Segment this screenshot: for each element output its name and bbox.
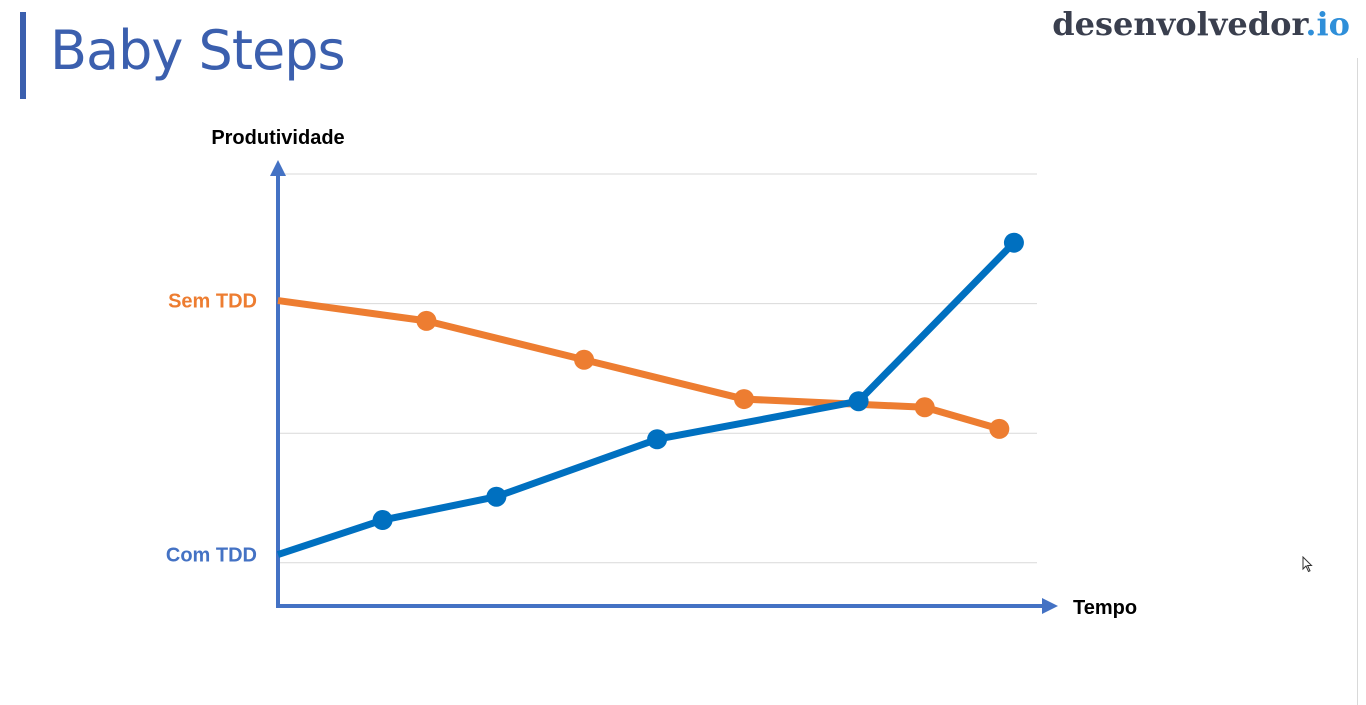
data-point [574, 349, 595, 370]
logo-tld: .io [1305, 5, 1350, 43]
mouse-pointer-icon [1302, 556, 1313, 573]
logo-main: desenvolvedor [1052, 5, 1306, 43]
y-tick-labels: Sem TDD Com TDD [166, 291, 257, 567]
title-accent-bar [20, 12, 26, 99]
y-tick-label-com: Com TDD [166, 545, 257, 567]
data-point [734, 389, 755, 410]
data-point [486, 486, 507, 507]
y-axis-label: Produtividade [211, 127, 344, 149]
series-com-tdd [276, 232, 1024, 558]
data-point [372, 510, 393, 531]
data-point [989, 418, 1010, 439]
data-point [848, 391, 869, 412]
chart-gridlines [278, 173, 1037, 564]
data-point [914, 397, 935, 418]
data-point [416, 310, 437, 331]
series-line [277, 297, 1001, 433]
y-tick-label-sem: Sem TDD [168, 291, 257, 313]
series-line [276, 240, 1017, 558]
chart-series [276, 232, 1024, 558]
x-axis-label: Tempo [1073, 597, 1137, 619]
brand-logo: desenvolvedor.io [1052, 2, 1350, 46]
slide-title: Baby Steps [50, 19, 346, 82]
data-point [1003, 232, 1024, 253]
data-point [647, 429, 668, 450]
window-edge-divider [1357, 58, 1358, 705]
series-sem-tdd [277, 297, 1010, 439]
